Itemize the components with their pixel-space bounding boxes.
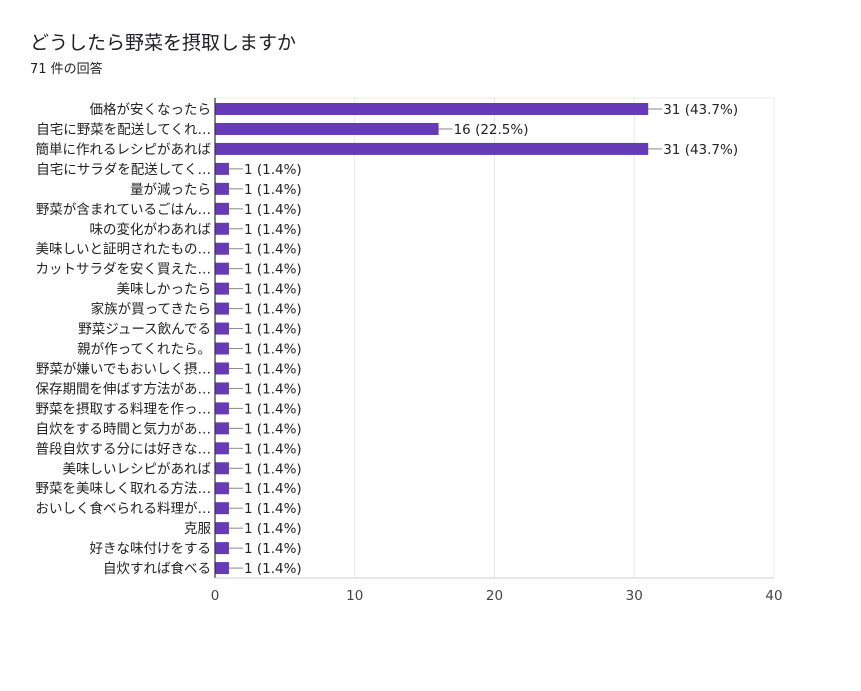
bar [215, 502, 229, 515]
data-label: 1 (1.4%) [244, 262, 302, 278]
data-label: 1 (1.4%) [244, 501, 302, 517]
data-label: 1 (1.4%) [244, 401, 302, 417]
data-label: 1 (1.4%) [244, 421, 302, 437]
category-label: 美味しいレシピがあれば [63, 461, 212, 477]
data-label: 1 (1.4%) [244, 381, 302, 397]
bar [215, 302, 229, 315]
data-label: 16 (22.5%) [454, 122, 529, 138]
x-tick-label: 20 [486, 588, 503, 604]
category-label: 味の変化がわあれば [90, 221, 212, 238]
data-label: 1 (1.4%) [244, 461, 302, 477]
category-label: 家族が買ってきたら [91, 301, 211, 318]
bar [215, 522, 229, 535]
data-label: 1 (1.4%) [244, 561, 302, 577]
category-label: 野菜ジュース飲んでる [78, 322, 211, 338]
axes: 0 10 20 30 40 [211, 98, 783, 604]
data-label: 1 (1.4%) [244, 222, 302, 238]
bar [215, 142, 649, 155]
data-label: 1 (1.4%) [244, 481, 302, 497]
x-tick-label: 10 [346, 588, 363, 604]
bar [215, 362, 229, 375]
bar [215, 322, 229, 335]
category-label: 普段自炊する分には好きな… [36, 441, 212, 457]
category-label: 自宅に野菜を配送してくれ… [36, 122, 211, 138]
bar [215, 103, 649, 115]
bar [215, 462, 229, 475]
data-label: 1 (1.4%) [244, 361, 302, 377]
data-label: 1 (1.4%) [244, 242, 302, 258]
response-count: 71 件の回答 [30, 62, 103, 77]
data-label: 1 (1.4%) [244, 441, 302, 457]
category-label: 野菜を摂取する料理を作っ… [36, 401, 212, 417]
data-label: 1 (1.4%) [244, 302, 302, 318]
category-label: 親が作ってくれたら。 [77, 342, 211, 358]
category-label: 自炊をする時間と気力があ… [36, 421, 212, 437]
x-tick-label: 40 [765, 588, 782, 604]
bar [215, 342, 229, 355]
bar [215, 282, 229, 295]
category-label: カットサラダを安く買えた… [36, 262, 212, 278]
category-label: 価格が安くなったら [90, 102, 212, 118]
category-label: 自炊すれば食べる [103, 560, 211, 577]
data-label: 1 (1.4%) [244, 182, 302, 198]
data-label: 1 (1.4%) [244, 342, 302, 358]
bar [215, 262, 229, 275]
category-label: 美味しかったら [117, 282, 212, 298]
category-label: 野菜が含まれているごはん… [36, 202, 211, 218]
category-label: 野菜を美味しく取れる方法… [36, 481, 212, 497]
bar [215, 122, 439, 135]
data-label: 1 (1.4%) [244, 202, 302, 218]
data-label: 31 (43.7%) [663, 102, 738, 118]
x-tick-label: 0 [211, 588, 220, 604]
bars [215, 103, 649, 575]
category-label: 簡単に作れるレシピがあれば [36, 142, 212, 158]
bar [215, 182, 229, 195]
data-label: 1 (1.4%) [244, 282, 302, 298]
data-label: 31 (43.7%) [663, 142, 738, 158]
grid-lines [215, 97, 775, 578]
data-label: 1 (1.4%) [244, 322, 302, 338]
bar [215, 242, 229, 255]
bar [215, 222, 229, 235]
category-label: 野菜が嫌いでもおいしく摂… [36, 361, 211, 377]
bar [215, 562, 229, 575]
category-label: 美味しいと証明されたもの… [36, 242, 212, 258]
category-label: 自宅にサラダを配送してく… [36, 162, 211, 178]
category-label: 量が減ったら [130, 181, 211, 198]
bar [215, 482, 229, 495]
bar [215, 402, 229, 415]
category-label: 保存期間を伸ばす方法があ… [36, 381, 212, 397]
bar [215, 422, 229, 435]
bar [215, 202, 229, 215]
category-label: 好きな味付けをする [90, 541, 212, 557]
data-label: 1 (1.4%) [244, 541, 302, 557]
data-label: 1 (1.4%) [244, 162, 302, 178]
bar [215, 442, 229, 455]
x-tick-label: 30 [626, 588, 643, 604]
category-label: おいしく食べられる料理が… [36, 500, 212, 517]
chart-title: どうしたら野菜を摂取しますか [30, 32, 297, 54]
bar [215, 382, 229, 395]
labels: 価格が安くなったら 31 (43.7%) 自宅に野菜を配送してくれ… 16 (22.5… [36, 102, 739, 577]
bar [215, 542, 229, 555]
data-label: 1 (1.4%) [244, 521, 302, 537]
bar [215, 162, 229, 175]
category-label: 克服 [184, 521, 211, 537]
